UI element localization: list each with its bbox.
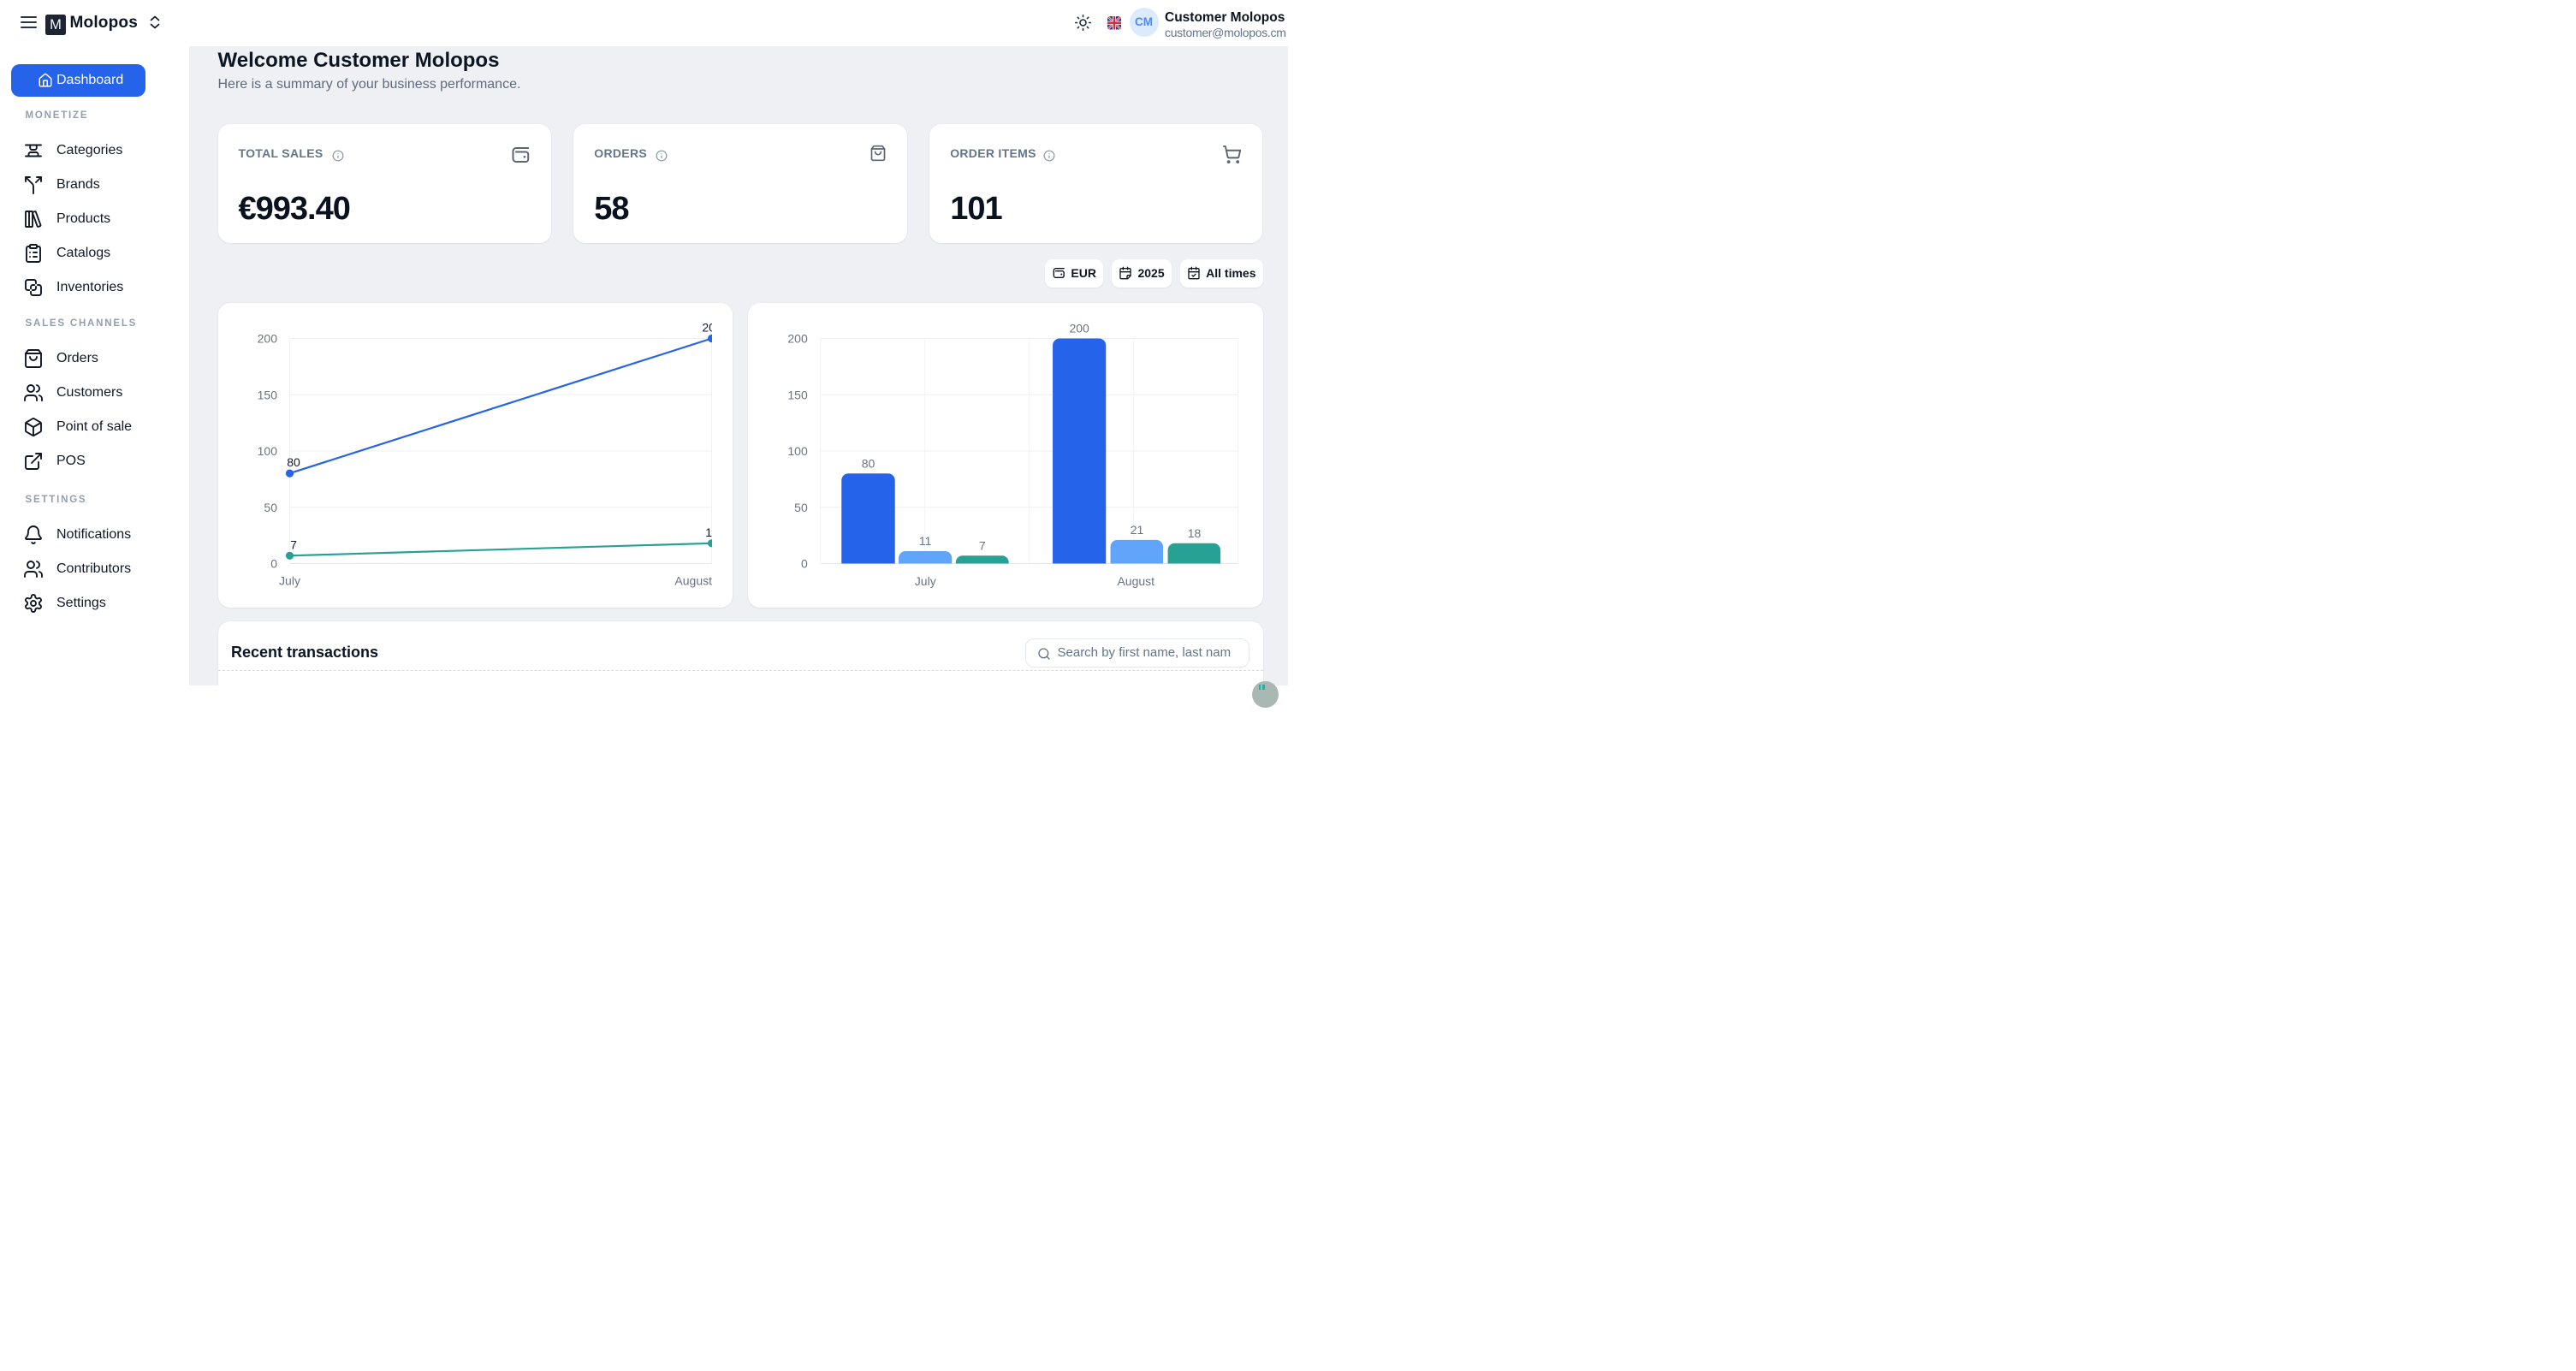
svg-text:100: 100 xyxy=(787,444,808,458)
svg-text:80: 80 xyxy=(862,456,875,470)
svg-text:18: 18 xyxy=(1188,526,1202,540)
svg-text:August: August xyxy=(1117,574,1154,588)
svg-text:200: 200 xyxy=(1069,322,1089,335)
svg-text:100: 100 xyxy=(257,444,277,458)
svg-text:0: 0 xyxy=(270,557,277,571)
svg-text:July: July xyxy=(915,574,936,588)
svg-text:11: 11 xyxy=(919,534,932,548)
svg-text:150: 150 xyxy=(787,388,808,401)
svg-text:21: 21 xyxy=(1131,523,1144,537)
svg-text:80: 80 xyxy=(287,455,300,469)
svg-text:July: July xyxy=(279,574,300,588)
svg-text:0: 0 xyxy=(801,557,808,571)
svg-text:150: 150 xyxy=(257,388,277,401)
svg-text:18: 18 xyxy=(705,525,712,539)
svg-text:200: 200 xyxy=(787,332,808,346)
svg-text:50: 50 xyxy=(794,501,808,514)
svg-text:200: 200 xyxy=(702,321,712,335)
svg-text:7: 7 xyxy=(290,537,297,551)
svg-text:August: August xyxy=(674,574,712,588)
svg-text:50: 50 xyxy=(264,501,277,514)
svg-text:200: 200 xyxy=(257,332,277,346)
svg-text:7: 7 xyxy=(979,538,986,552)
